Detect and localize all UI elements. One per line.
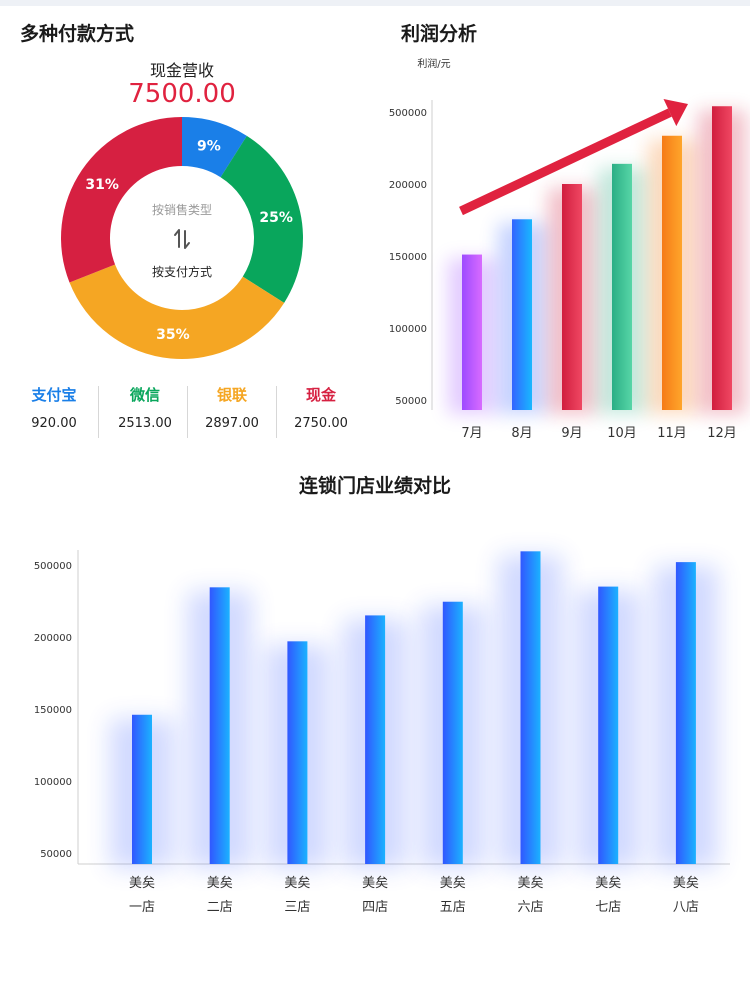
method-value: 2513.00 <box>118 416 172 431</box>
x-category-label: 五店 <box>440 900 466 915</box>
x-category-label: 八店 <box>673 900 699 915</box>
bar <box>442 601 463 864</box>
profit-section-title: 利润分析 <box>401 23 478 45</box>
donut-slice-alipay <box>182 117 247 178</box>
bar <box>462 254 482 410</box>
y-tick-label: 100000 <box>34 777 72 788</box>
donut-slice-wechat <box>220 135 303 303</box>
bar <box>287 641 308 864</box>
bar <box>132 714 152 864</box>
x-category-label: 9月 <box>561 426 582 441</box>
method-label: 支付宝 <box>31 386 77 404</box>
donut-slice-cash <box>60 117 182 283</box>
x-category-label: 8月 <box>511 426 532 441</box>
x-category-label: 美矣 <box>673 875 699 891</box>
bar <box>612 163 632 410</box>
method-cash: 现金 2750.00 <box>276 384 366 431</box>
x-category-label: 美矣 <box>595 875 621 891</box>
divider <box>187 386 188 438</box>
bar <box>520 551 541 864</box>
bar <box>365 615 386 864</box>
slice-percent-label: 31% <box>85 177 119 193</box>
trend-arrow-head <box>663 98 688 127</box>
y-unit-label: 利润/元 <box>417 57 450 70</box>
x-category-label: 一店 <box>129 900 155 915</box>
slice-percent-label: 35% <box>156 327 190 343</box>
y-tick-label: 50000 <box>395 396 427 407</box>
bar <box>562 184 582 410</box>
payment-section-title: 多种付款方式 <box>20 23 135 45</box>
y-tick-label: 200000 <box>389 180 427 191</box>
x-category-label: 11月 <box>657 426 687 441</box>
by-sales-type-toggle[interactable]: 按销售类型 <box>151 203 212 217</box>
method-value: 2897.00 <box>205 416 259 431</box>
method-value: 920.00 <box>31 416 77 431</box>
x-category-label: 二店 <box>207 900 233 915</box>
y-tick-label: 150000 <box>389 252 427 263</box>
x-category-label: 美矣 <box>517 875 543 891</box>
store-section-title: 连锁门店业绩对比 <box>298 475 451 497</box>
method-unionpay: 银联 2897.00 <box>187 384 277 431</box>
revenue-label: 现金营收 <box>149 61 214 80</box>
y-tick-label: 500000 <box>34 561 72 572</box>
by-payment-method-toggle[interactable]: 按支付方式 <box>151 265 212 279</box>
method-label: 微信 <box>129 386 160 404</box>
revenue-value: 7500.00 <box>128 79 236 109</box>
method-wechat: 微信 2513.00 <box>100 384 190 431</box>
divider <box>98 386 99 438</box>
x-category-label: 美矣 <box>129 875 155 891</box>
method-value: 2750.00 <box>294 416 348 431</box>
x-category-label: 美矣 <box>362 875 388 891</box>
y-tick-label: 200000 <box>34 633 72 644</box>
trend-arrow-shaft <box>459 108 672 216</box>
divider <box>276 386 277 438</box>
x-category-label: 七店 <box>595 900 621 915</box>
top-strip <box>0 0 750 6</box>
bar <box>662 135 682 410</box>
method-label: 银联 <box>216 386 247 404</box>
method-label: 现金 <box>305 386 336 404</box>
x-category-label: 美矣 <box>284 875 310 891</box>
x-category-label: 12月 <box>707 426 737 441</box>
x-category-label: 四店 <box>362 900 388 915</box>
x-category-label: 美矣 <box>207 875 233 891</box>
x-category-label: 美矣 <box>440 875 466 891</box>
y-tick-label: 50000 <box>40 849 72 860</box>
y-tick-label: 100000 <box>389 324 427 335</box>
bar <box>675 562 696 864</box>
method-alipay: 支付宝 920.00 <box>9 384 99 431</box>
bar <box>598 586 619 864</box>
y-tick-label: 150000 <box>34 705 72 716</box>
slice-percent-label: 25% <box>259 210 293 226</box>
y-tick-label: 500000 <box>389 108 427 119</box>
x-category-label: 六店 <box>517 900 543 915</box>
x-category-label: 10月 <box>607 426 637 441</box>
bar <box>712 106 732 411</box>
donut-slice-unionpay <box>69 264 285 359</box>
x-category-label: 三店 <box>284 900 310 915</box>
x-category-label: 7月 <box>461 426 482 441</box>
swap-sort-icon[interactable] <box>170 227 194 251</box>
bar <box>209 587 230 864</box>
bar <box>512 219 532 410</box>
slice-percent-label: 9% <box>197 138 221 154</box>
